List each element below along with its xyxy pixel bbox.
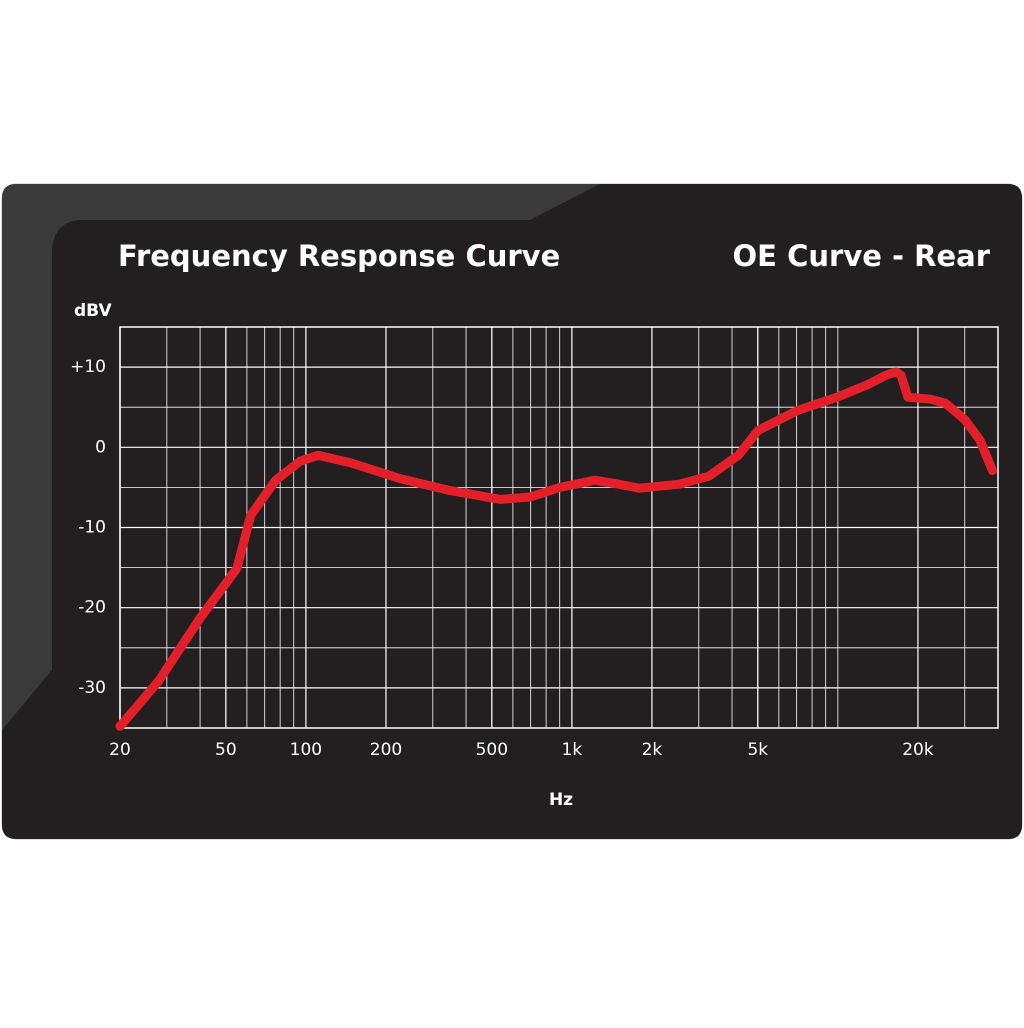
x-tick-label: 20 — [109, 740, 131, 760]
x-tick-label: 1k — [562, 740, 583, 760]
x-tick-label: 100 — [290, 740, 322, 760]
panel — [2, 184, 1022, 839]
x-tick-label: 500 — [476, 740, 508, 760]
y-tick-label: -10 — [78, 518, 106, 538]
y-tick-label: -20 — [78, 598, 106, 618]
x-tick-label: 200 — [370, 740, 402, 760]
x-axis-label: Hz — [549, 790, 573, 810]
x-tick-label: 20k — [902, 740, 934, 760]
y-tick-label: -30 — [78, 678, 106, 698]
x-tick-label: 50 — [215, 740, 237, 760]
y-tick-label: 0 — [95, 437, 106, 457]
chart-subtitle: OE Curve - Rear — [733, 239, 991, 273]
x-tick-label: 5k — [747, 740, 768, 760]
x-tick-label: 2k — [642, 740, 663, 760]
response-curve — [115, 367, 997, 731]
chart-title: Frequency Response Curve — [118, 239, 560, 273]
y-axis-label: dBV — [74, 301, 112, 321]
y-tick-label: +10 — [70, 357, 106, 377]
